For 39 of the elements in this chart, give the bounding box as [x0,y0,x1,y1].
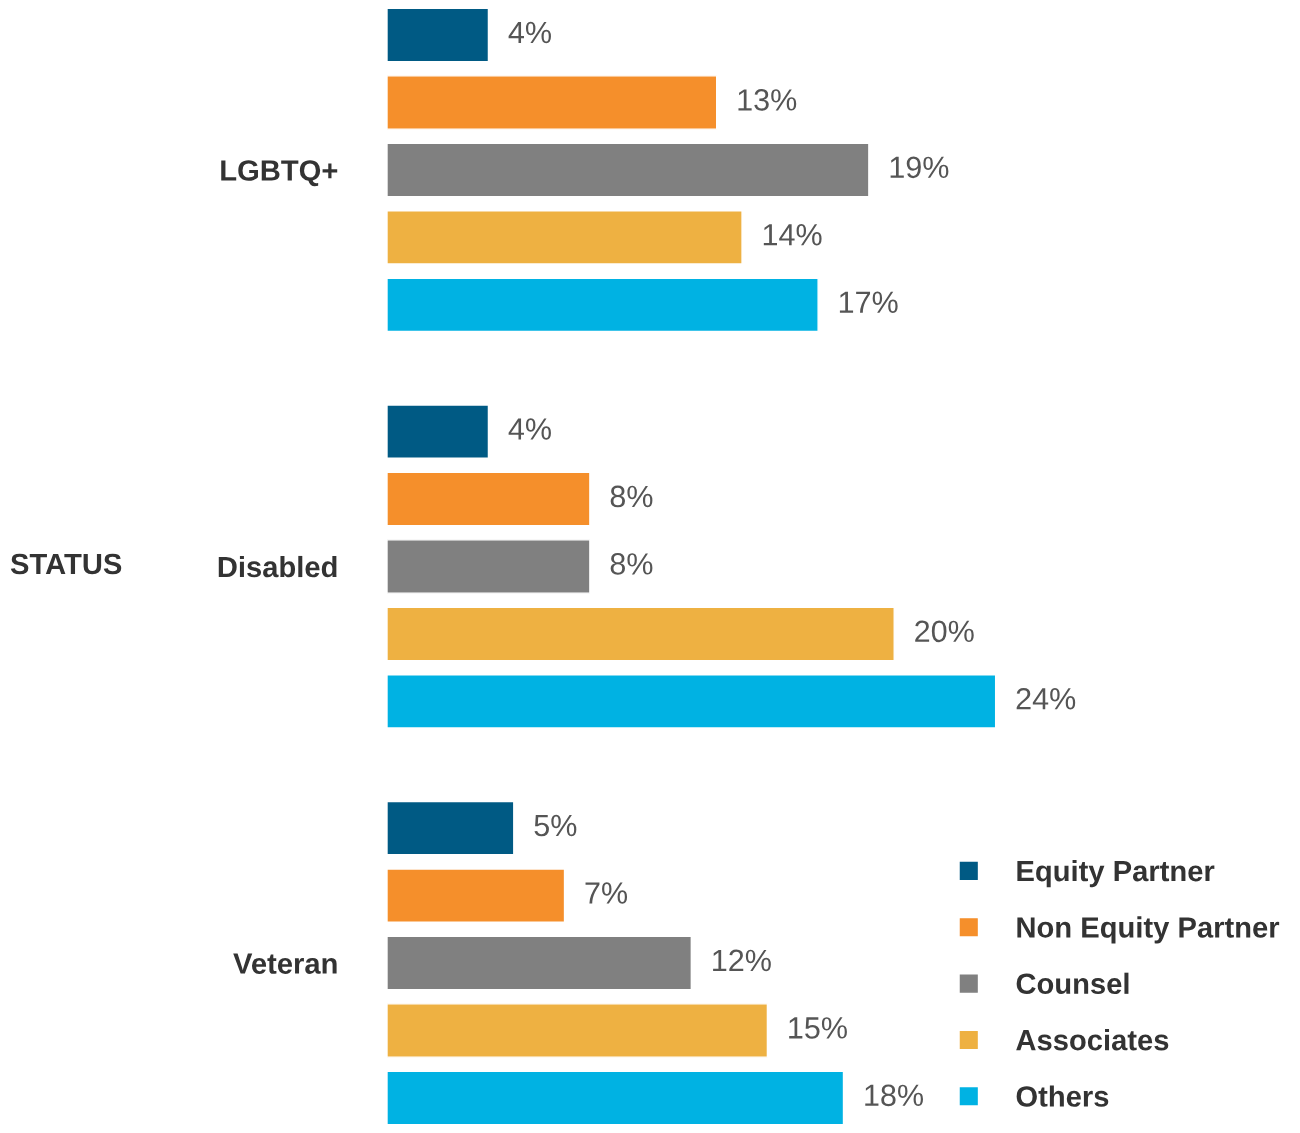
data-label: 18% [865,1084,924,1107]
data-label: 4% [508,418,551,440]
data-label: 7% [585,882,628,904]
data-label: 17% [839,291,898,313]
legend-label: Others [1016,1085,1109,1107]
bar [387,674,997,729]
y-tick-label: Disabled [218,555,337,578]
legend-label: Non Equity Partner [1017,916,1280,944]
y-axis-title: STATUS [10,553,122,575]
data-label: 5% [534,814,577,837]
data-label: 8% [610,553,653,575]
data-label: 13% [738,89,797,111]
legend-label: Associates [1016,1029,1169,1051]
bar [387,404,490,459]
data-label: 19% [890,156,949,179]
bar [387,606,895,662]
bar [387,800,515,856]
bar [387,277,819,333]
bar [387,539,591,594]
bar [387,210,743,265]
data-label: 14% [763,224,822,246]
bar [387,868,566,923]
bar [387,7,490,63]
data-label: 15% [789,1017,847,1039]
bar [387,471,591,527]
bar [387,1003,769,1058]
legend-label: Counsel [1016,972,1129,995]
bar [387,142,870,198]
bar [387,1070,845,1126]
data-label: 8% [610,485,653,508]
legend-label: Equity Partner [1017,859,1215,888]
bar [387,75,718,130]
y-tick-label: LGBTQ+ [221,160,338,187]
data-label: 20% [915,620,974,643]
data-label: 4% [508,21,551,44]
y-tick-label: Veteran [233,953,337,974]
bar [387,935,693,991]
data-label: 24% [1016,687,1076,710]
data-label: 12% [713,949,771,972]
